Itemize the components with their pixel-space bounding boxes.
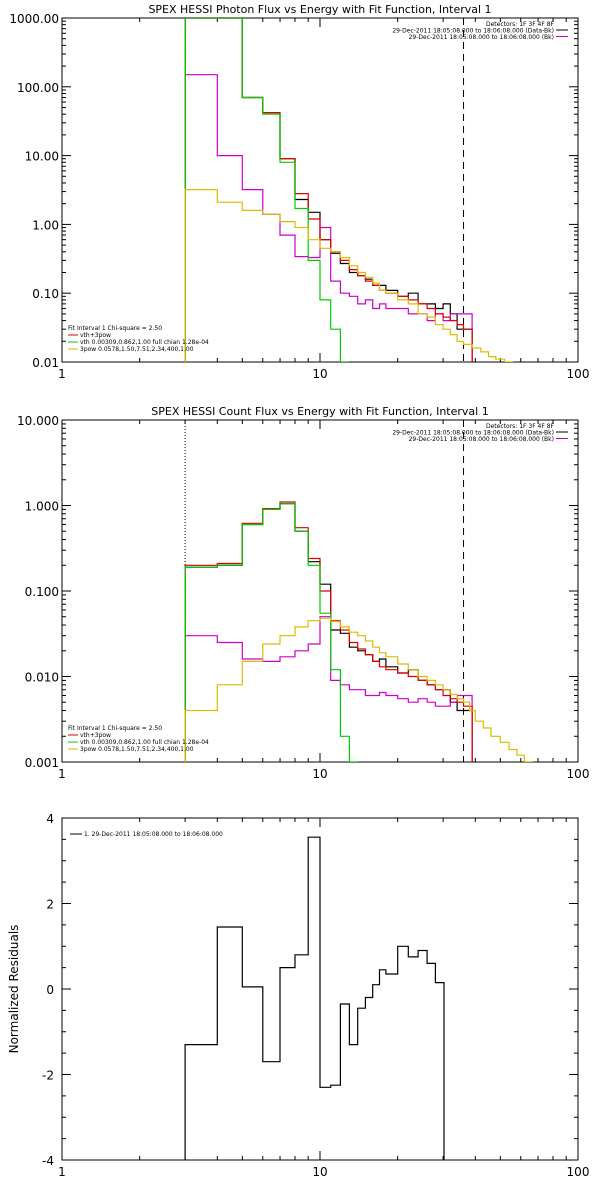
x-tick-label: 1 (58, 767, 66, 781)
series-line-3 (184, 501, 473, 762)
plot-frame (61, 17, 579, 363)
series-line-2 (184, 74, 473, 362)
chart-title: SPEX HESSI Photon Flux vs Energy with Fi… (148, 3, 491, 16)
chart-panel-1: SPEX HESSI Photon Flux vs Energy with Fi… (9, 3, 589, 381)
legend-text: vth 0.00309,0.862,1.00 full chian 1.28e-… (80, 339, 209, 346)
y-tick-label: 0.010 (25, 671, 59, 685)
chart-title: SPEX HESSI Count Flux vs Energy with Fit… (151, 405, 488, 418)
series-line-4 (184, 18, 350, 362)
y-tick-label: 0 (46, 983, 54, 997)
header-text-line: Detectors: 1F 3F 4F 8F (486, 21, 555, 28)
x-tick-label: 10 (312, 367, 327, 381)
y-tick-label: 0.001 (25, 756, 59, 770)
header-text-line: 29-Dec-2011 18:05:08.000 to 18:06:08.000… (409, 34, 554, 41)
series-group (184, 501, 534, 762)
series-group (184, 836, 445, 1160)
y-tick-label: 4 (46, 812, 54, 826)
y-tick-label: -4 (42, 1154, 54, 1168)
legend-text: vth 0.00309,0.862,1.00 full chian 1.28e-… (80, 739, 209, 746)
series-line-1 (184, 836, 445, 1160)
x-tick-label: 100 (567, 367, 590, 381)
x-tick-label: 100 (567, 1165, 590, 1179)
legend-text: 3pow 0.0578,1.50,7.51,2.34,400,1.00 (80, 346, 194, 353)
x-tick-label: 100 (567, 767, 590, 781)
header-text-line: 29-Dec-2011 18:05:08.000 to 18:06:08.000… (392, 430, 554, 437)
y-tick-label: 0.01 (32, 356, 59, 370)
series-line-1 (184, 503, 473, 762)
y-tick-label: 0.100 (25, 585, 59, 599)
series-line-2 (184, 616, 473, 762)
chart-panel-2: SPEX HESSI Count Flux vs Energy with Fit… (17, 405, 589, 781)
legend-text: vth+3pow (80, 332, 111, 339)
header-text-line: 29-Dec-2011 18:05:08.000 to 18:06:08.000… (392, 28, 554, 35)
y-tick-label: 2 (46, 898, 54, 912)
series-line-3 (184, 18, 473, 362)
legend-text: Fit Interval 1 Chi-square = 2.50 (68, 725, 162, 732)
series-line-4 (184, 503, 358, 762)
x-tick-label: 1 (58, 1165, 66, 1179)
legend-text: Fit Interval 1 Chi-square = 2.50 (68, 325, 162, 332)
legend-text: 1. 29-Dec-2011 18:05:08.000 to 18:06:08.… (84, 831, 223, 838)
legend-text: vth+3pow (80, 732, 111, 739)
series-line-1 (184, 18, 473, 362)
y-axis-label: Normalized Residuals (7, 925, 21, 1054)
series-line-5 (184, 617, 534, 762)
series-group (184, 18, 514, 362)
y-tick-label: -2 (42, 1069, 54, 1083)
chart-panel-3: 1 10 100 -4 -2 0 2 4 Normalized Residuals 1. 29-D… (7, 812, 589, 1179)
y-tick-label: 0.10 (32, 287, 59, 301)
y-tick-label: 100.00 (17, 81, 59, 95)
series-line-5 (184, 189, 514, 362)
y-tick-label: 10.000 (17, 414, 59, 428)
legend-text: 3pow 0.0578,1.50,7.51,2.34,400,1.00 (80, 746, 194, 753)
header-text-line: Detectors: 1F 3F 4F 8F (486, 423, 555, 430)
x-tick-label: 10 (312, 767, 327, 781)
y-tick-label: 1.000 (25, 500, 59, 514)
y-tick-label: 1000.00 (9, 12, 59, 26)
x-tick-label: 1 (58, 367, 66, 381)
y-tick-label: 10.00 (25, 150, 59, 164)
y-tick-label: 1.00 (32, 218, 59, 232)
header-text-line: 29-Dec-2011 18:05:08.000 to 18:06:08.000… (409, 436, 554, 443)
x-tick-label: 10 (312, 1165, 327, 1179)
